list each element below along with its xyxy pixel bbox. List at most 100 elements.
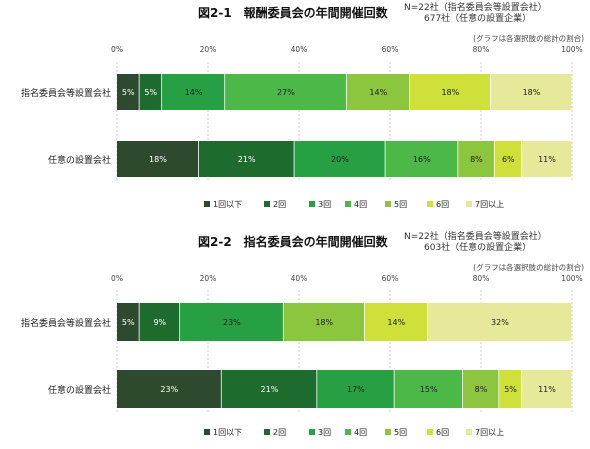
data-label: 21% [238,155,256,164]
legend-swatch [309,429,315,435]
bar-segment [427,303,572,341]
bar-segment [499,370,522,408]
data-label: 14% [387,318,405,327]
category-label: 指名委員会等設置会社 [21,87,111,99]
x-tick-label: 60% [382,274,399,283]
legend-swatch [264,201,270,207]
legend-label: 5回 [394,200,407,209]
legend-swatch [466,201,472,207]
n-note: N=22社（指名委員会等設置会社） [404,230,547,242]
bar-segment [139,74,162,110]
legend-swatch [466,429,472,435]
data-label: 8% [470,155,483,164]
legend-label: 4回 [354,428,367,437]
bar-segment [494,141,522,177]
data-label: 23% [223,318,241,327]
legend-label: 3回 [318,428,331,437]
data-label: 17% [347,385,365,394]
x-tick-label: 60% [382,45,399,54]
bar-segment [462,370,499,408]
bar-segment [490,74,572,110]
data-label: 23% [160,385,178,394]
bar-segment [180,303,283,341]
legend-swatch [264,429,270,435]
data-label: 18% [149,155,167,164]
legend-label: 6回 [436,428,449,437]
x-tick-label: 20% [200,274,217,283]
bar-segment [385,141,458,177]
x-tick-label: 40% [291,274,308,283]
bar-segment [458,141,494,177]
bar-segment [221,370,317,408]
chart-note: (グラフは各選択肢の総計の割合) [473,262,584,272]
x-tick-label: 100% [561,45,582,54]
n-note: 677社（任意の設置企業） [424,12,531,24]
bar-segment [346,74,410,110]
legend-swatch [204,429,210,435]
chart-1: 図2-1 報酬委員会の年間開催回数 N=22社（指名委員会等設置会社）677社（任… [21,1,584,209]
chart-note: (グラフは各選択肢の総計の割合) [473,33,584,43]
data-label: 11% [538,385,556,394]
category-label: 指名委員会等設置会社 [21,317,111,329]
data-label: 32% [491,318,509,327]
data-label: 18% [523,88,541,97]
legend-label: 1回以下 [213,200,242,209]
data-label: 5% [122,88,135,97]
bar-segment [409,74,491,110]
legend-swatch [385,201,391,207]
bar-segment [117,74,139,110]
x-tick-label: 20% [200,45,217,54]
x-tick-label: 80% [473,274,490,283]
n-note: N=22社（指名委員会等設置会社） [404,1,547,13]
chart-title: 図2-2 指名委員会の年間開催回数 [198,234,389,249]
bar-segment [521,141,572,177]
bar-segment [139,303,180,341]
data-label: 8% [475,385,488,394]
legend-swatch [309,201,315,207]
legend-label: 4回 [354,200,367,209]
bar-segment [117,303,139,341]
category-label: 任意の設置会社 [48,154,111,166]
data-label: 15% [420,385,438,394]
data-label: 5% [504,385,517,394]
data-label: 20% [331,155,349,164]
data-label: 6% [502,155,515,164]
legend-swatch [204,201,210,207]
category-label: 任意の設置会社 [48,384,111,396]
bar-segment [198,141,294,177]
bar-segment [117,370,221,408]
legend-label: 7回以上 [475,200,504,209]
legend-label: 2回 [273,200,286,209]
data-label: 16% [413,155,431,164]
legend-label: 5回 [394,428,407,437]
x-tick-label: 80% [473,45,490,54]
data-label: 18% [315,318,333,327]
bar-segment [394,370,462,408]
data-label: 14% [369,88,387,97]
data-label: 14% [185,88,203,97]
x-tick-label: 40% [291,45,308,54]
x-tick-label: 100% [561,274,582,283]
bar-segment [364,303,428,341]
data-label: 9% [153,318,166,327]
chart-2: 図2-2 指名委員会の年間開催回数 N=22社（指名委員会等設置会社）603社（任… [21,230,584,437]
legend-label: 2回 [273,428,286,437]
legend-label: 7回以上 [475,428,504,437]
n-note: 603社（任意の設置企業） [424,241,531,253]
bar-segment [225,74,346,110]
bar-segment [294,141,385,177]
bar-segment [521,370,572,408]
legend-swatch [345,429,351,435]
data-label: 5% [122,318,135,327]
chart-title: 図2-1 報酬委員会の年間開催回数 [198,5,389,20]
legend-swatch [385,429,391,435]
bar-segment [162,74,225,110]
legend-swatch [427,201,433,207]
data-label: 18% [441,88,459,97]
legend-swatch [345,201,351,207]
data-label: 21% [261,385,279,394]
bar-segment [317,370,394,408]
data-label: 27% [277,88,295,97]
